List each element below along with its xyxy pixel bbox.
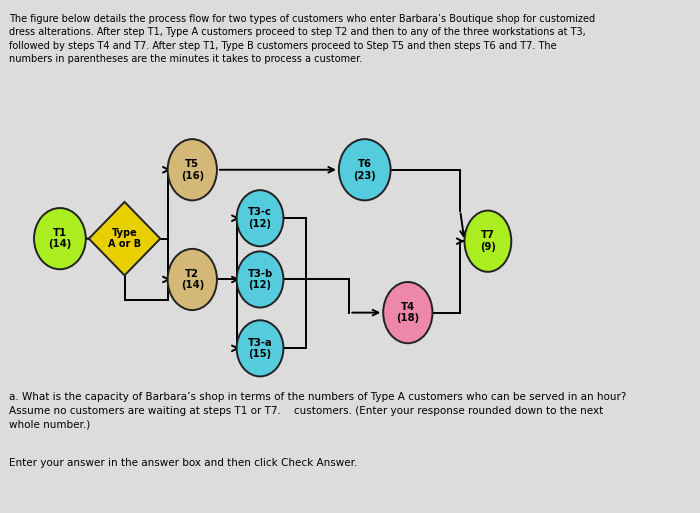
Text: T6
(23): T6 (23) (354, 159, 376, 181)
Text: T7
(9): T7 (9) (480, 230, 496, 252)
Polygon shape (89, 202, 160, 275)
Ellipse shape (237, 320, 284, 377)
Ellipse shape (465, 210, 511, 272)
Ellipse shape (34, 208, 86, 269)
Ellipse shape (383, 282, 433, 343)
Text: T2
(14): T2 (14) (181, 269, 204, 290)
Text: The figure below details the process flow for two types of customers who enter B: The figure below details the process flo… (9, 14, 595, 64)
Ellipse shape (168, 139, 217, 201)
Text: T4
(18): T4 (18) (396, 302, 419, 323)
Text: a. What is the capacity of Barbara’s shop in terms of the numbers of Type A cust: a. What is the capacity of Barbara’s sho… (9, 392, 626, 430)
Text: T1
(14): T1 (14) (48, 228, 71, 249)
Text: T3-a
(15): T3-a (15) (248, 338, 272, 359)
Ellipse shape (237, 251, 284, 307)
Text: Enter your answer in the answer box and then click Check Answer.: Enter your answer in the answer box and … (9, 458, 357, 468)
Text: T3-b
(12): T3-b (12) (247, 269, 273, 290)
Text: T3-c
(12): T3-c (12) (248, 207, 272, 229)
Ellipse shape (168, 249, 217, 310)
Ellipse shape (339, 139, 391, 201)
Text: Type
A or B: Type A or B (108, 228, 141, 249)
Text: T5
(16): T5 (16) (181, 159, 204, 181)
Ellipse shape (237, 190, 284, 246)
